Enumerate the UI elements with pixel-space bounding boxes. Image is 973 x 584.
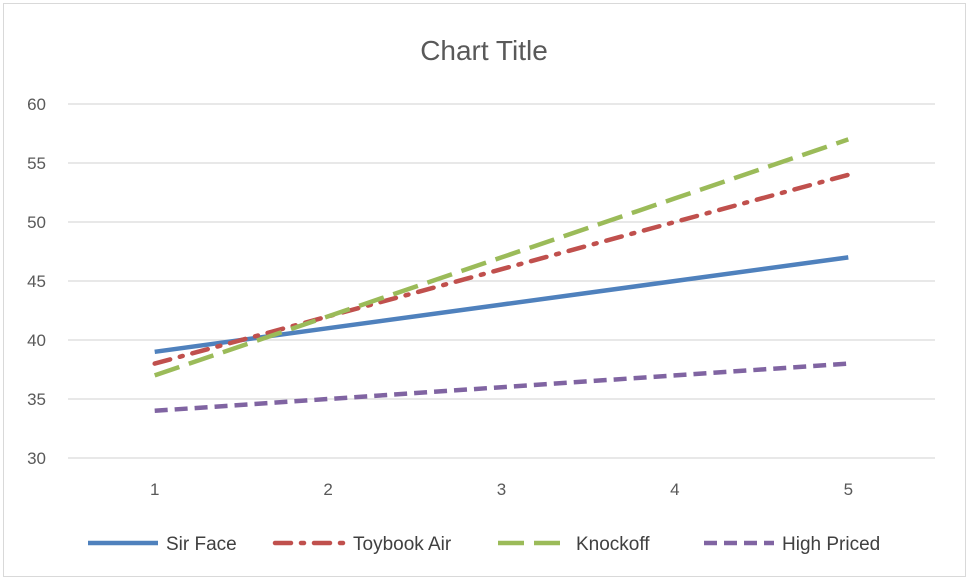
x-tick-label: 5 [844,480,853,499]
y-axis-tick-labels: 30 35 40 45 50 55 60 [27,95,46,468]
chart-title: Chart Title [420,35,548,66]
legend-label: High Priced [782,534,880,555]
legend-label: Sir Face [166,534,237,555]
y-tick-label: 40 [27,331,46,350]
x-tick-label: 2 [323,480,332,499]
series-line-toybook-air [152,172,851,366]
legend-item: Sir Face [88,534,237,555]
y-tick-label: 35 [27,390,46,409]
y-tick-label: 30 [27,449,46,468]
legend-item: Knockoff [498,534,650,555]
x-tick-label: 4 [670,480,679,499]
y-tick-label: 60 [27,95,46,114]
legend-item: Toybook Air [272,534,452,555]
series-lines [152,137,851,414]
legend: Sir Face Toybook Air Knockoff High Priced [88,534,880,555]
legend-label: Knockoff [576,534,650,555]
x-tick-label: 3 [497,480,506,499]
legend-label: Toybook Air [353,534,452,555]
x-axis-tick-labels: 1 2 3 4 5 [150,480,853,499]
series-line-knockoff [153,137,850,378]
chart-frame [3,3,966,577]
y-tick-label: 55 [27,154,46,173]
grid-lines [68,103,935,459]
y-tick-label: 45 [27,272,46,291]
x-tick-label: 1 [150,480,159,499]
legend-item: High Priced [704,534,880,555]
series-line-high-priced [154,361,849,414]
y-tick-label: 50 [27,213,46,232]
